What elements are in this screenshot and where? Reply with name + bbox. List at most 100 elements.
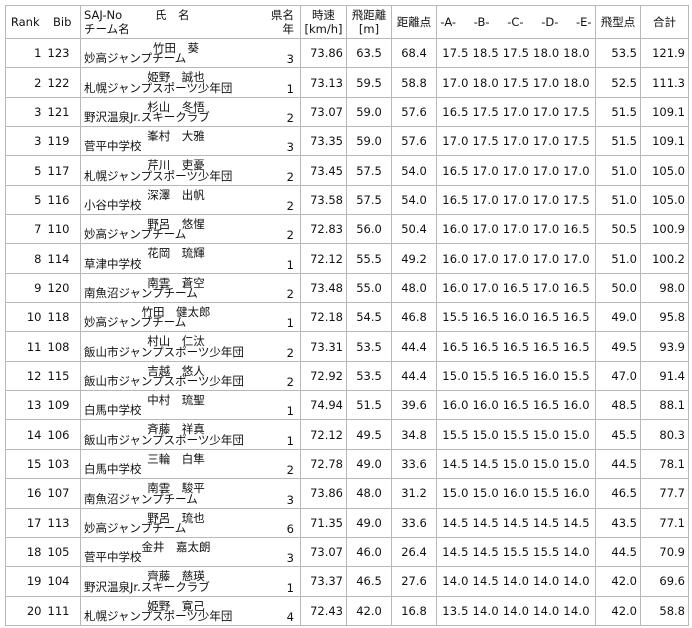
table-row: 13 109 中村 琉聖 白馬中学校 1 74.94 51.5 39.6 16.… [5,390,689,421]
style-points: 49.0 [595,302,641,333]
judge-scores: 16.0 17.0 17.0 17.0 17.0 [436,243,596,274]
athlete-cell: 竹田 健太郎 妙高ジャンプチーム 1 [80,302,301,333]
total: 95.8 [640,302,689,333]
athlete-name: 竹田 葵 [153,41,199,55]
grade: 3 [286,52,294,67]
athlete-cell: 花岡 琉輝 草津中学校 1 [80,243,301,274]
distance-points: 58.8 [391,67,437,98]
style-points: 48.5 [595,390,641,421]
athlete-cell: 村山 仁汰 飯山市ジャンプスポーツ少年団 2 [80,331,301,362]
athlete-name: 姫野 誠也 [147,70,205,85]
bib: 116 [44,184,81,216]
table-row: 10 118 竹田 健太郎 妙高ジャンプチーム 1 72.18 54.5 46.… [5,302,689,333]
distance: 51.5 [346,390,392,421]
distance-points: 68.4 [391,37,437,69]
distance: 59.5 [346,67,392,98]
header-distance: 飛距離 [m] [346,5,392,39]
rank: 8 [5,243,45,274]
speed: 73.37 [300,566,347,597]
athlete-cell: 野呂 琉也 妙高ジャンプチーム 6 [80,507,301,538]
total: 77.7 [640,478,689,509]
rank: 19 [5,566,45,597]
rank: 5 [5,155,45,186]
total: 109.1 [640,96,689,128]
table-row: 3 121 杉山 冬悟 野沢温泉Jr.スキークラブ 2 73.07 59.0 5… [5,96,689,128]
speed: 72.78 [300,448,347,480]
grade: 3 [286,492,294,507]
table-row: 7 110 野呂 悠惺 妙高ジャンプチーム 2 72.83 56.0 50.4 … [5,214,689,245]
header-judges: -A- -B- -C- -D- -E- [436,5,596,39]
grade: 2 [286,345,294,360]
total: 109.1 [640,126,689,157]
distance: 49.5 [346,419,392,450]
distance-points: 48.0 [391,272,437,304]
table-row: 9 120 南雲 蒼空 南魚沼ジャンプチーム 2 73.48 55.0 48.0… [5,272,689,304]
distance: 55.0 [346,272,392,304]
bib: 106 [44,419,81,450]
table-row: 2 122 姫野 誠也 札幌ジャンプスポーツ少年団 1 73.13 59.5 5… [5,67,689,98]
judge-scores: 14.0 14.5 14.0 14.0 14.0 [436,566,596,597]
style-points: 42.0 [595,566,641,597]
speed: 72.12 [300,243,347,274]
grade: 2 [286,228,294,243]
speed: 73.86 [300,37,347,69]
grade: 1 [286,81,294,96]
table-row: 15 103 三輪 白隼 白馬中学校 2 72.78 49.0 33.6 14.… [5,448,689,480]
athlete-name: 南雲 蒼空 [147,275,205,290]
grade: 6 [286,521,294,536]
header-name: SAJ-No 氏 名 県名 チーム名 年 [80,5,301,39]
table-row: 5 117 芹川 吏憂 札幌ジャンプスポーツ少年団 2 73.45 57.5 5… [5,155,689,186]
athlete-name: 姫野 寛己 [147,598,205,613]
judge-scores: 13.5 14.0 14.0 14.0 14.0 [436,595,596,626]
rank: 14 [5,419,45,450]
judge-scores: 15.0 15.0 16.0 15.5 16.0 [436,478,596,509]
header-judge-c: -C- [507,15,524,29]
distance-points: 27.6 [391,566,437,597]
header-total: 合計 [640,5,689,39]
judge-scores: 16.0 16.0 16.5 16.5 16.0 [436,390,596,421]
distance: 46.5 [346,566,392,597]
style-points: 45.5 [595,419,641,450]
style-points: 51.5 [595,96,641,128]
athlete-name: 竹田 健太郎 [141,305,211,320]
distance-points: 26.4 [391,536,437,568]
judge-scores: 16.5 17.0 17.0 17.0 17.0 [436,155,596,186]
team-name: 妙高ジャンプチーム [84,227,187,242]
header-athlete-name: 氏 名 [155,8,190,22]
table-row: 11 108 村山 仁汰 飯山市ジャンプスポーツ少年団 2 73.31 53.5… [5,331,689,362]
athlete-cell: 中村 琉聖 白馬中学校 1 [80,390,301,421]
distance: 49.0 [346,448,392,480]
distance-points: 34.8 [391,419,437,450]
rank: 15 [5,448,45,480]
distance: 46.0 [346,536,392,568]
style-points: 53.5 [595,37,641,69]
table-row: 20 111 姫野 寛己 札幌ジャンプスポーツ少年団 4 72.43 42.0 … [5,595,689,626]
team-name: 南魚沼ジャンプチーム [84,286,198,301]
style-points: 44.5 [595,536,641,568]
distance: 57.5 [346,155,392,186]
team-name: 札幌ジャンプスポーツ少年団 [84,168,233,183]
speed: 72.18 [300,302,347,333]
team-name: 白馬中学校 [84,403,142,418]
grade: 2 [286,463,294,478]
speed: 74.94 [300,390,347,421]
athlete-cell: 竹田 葵 妙高ジャンプチーム 3 [80,37,301,69]
style-points: 47.0 [595,360,641,392]
athlete-name: 齊藤 慈瑛 [147,569,205,584]
grade: 2 [286,111,294,126]
bib: 110 [44,214,81,245]
total: 111.3 [640,67,689,98]
judge-scores: 17.5 18.5 17.5 18.0 18.0 [436,37,596,69]
athlete-name: 三輪 白隼 [147,451,205,466]
total: 78.1 [640,448,689,480]
team-name: 飯山市ジャンプスポーツ少年団 [84,432,244,447]
header-distance-label: 飛距離 [351,8,387,22]
distance-points: 44.4 [391,360,437,392]
total: 105.0 [640,184,689,216]
style-points: 46.5 [595,478,641,509]
athlete-name: 杉山 冬悟 [147,99,205,114]
header-distance-unit: [m] [358,22,380,36]
header-judge-d: -D- [541,15,559,29]
grade: 1 [286,404,294,419]
athlete-cell: 姫野 寛己 札幌ジャンプスポーツ少年団 4 [80,595,301,626]
